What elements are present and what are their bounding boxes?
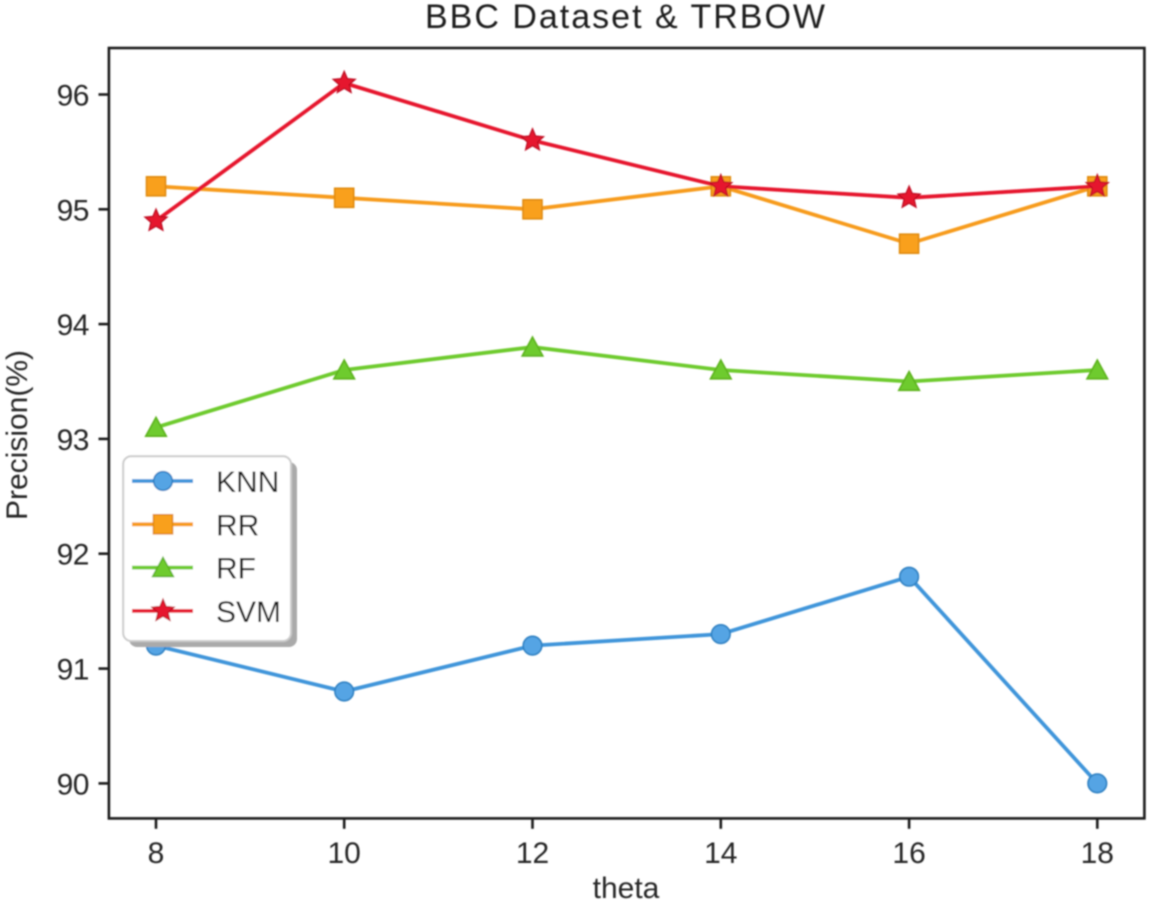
svg-text:BBC Dataset & TRBOW: BBC Dataset & TRBOW <box>425 0 827 36</box>
svg-text:95: 95 <box>57 194 89 227</box>
svg-text:RR: RR <box>216 509 259 542</box>
svg-text:16: 16 <box>892 837 925 870</box>
svg-text:12: 12 <box>516 837 549 870</box>
svg-text:91: 91 <box>57 654 89 687</box>
svg-text:93: 93 <box>57 424 89 457</box>
svg-text:14: 14 <box>704 837 737 870</box>
svg-text:92: 92 <box>57 539 89 572</box>
svg-text:10: 10 <box>328 837 361 870</box>
svg-text:18: 18 <box>1081 837 1114 870</box>
svg-text:96: 96 <box>57 80 89 113</box>
svg-text:90: 90 <box>57 768 89 801</box>
svg-text:RF: RF <box>216 553 256 586</box>
svg-text:KNN: KNN <box>216 466 279 499</box>
svg-text:theta: theta <box>593 872 660 905</box>
svg-text:8: 8 <box>148 837 165 870</box>
svg-text:94: 94 <box>57 309 89 342</box>
svg-text:Precision(%): Precision(%) <box>1 350 34 520</box>
svg-text:SVM: SVM <box>216 596 281 629</box>
